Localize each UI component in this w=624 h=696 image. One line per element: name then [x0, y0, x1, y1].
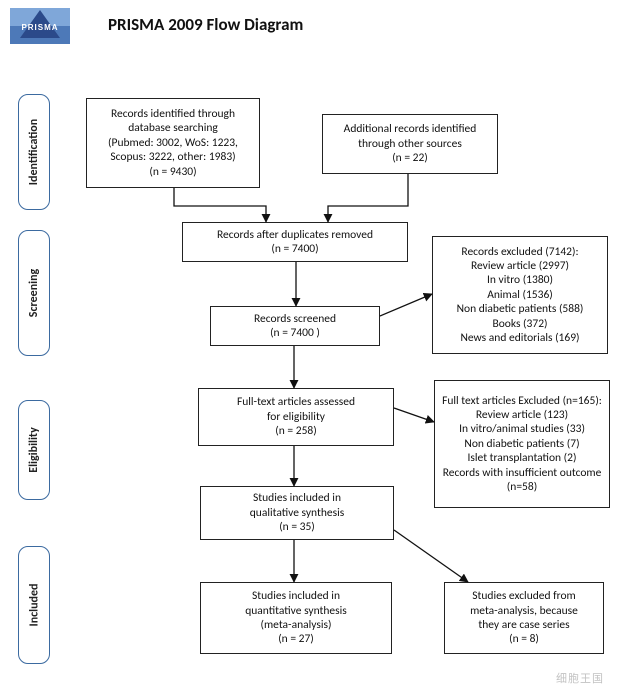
box-line: In vitro/animal studies (33): [459, 422, 585, 436]
box-line: (meta-analysis): [261, 618, 332, 632]
logo-text: PRISMA: [21, 23, 58, 32]
box-line: quantitative synthesis: [245, 604, 347, 618]
box-line: Studies excluded from: [472, 589, 575, 603]
box-line: News and editorials (169): [460, 331, 579, 345]
box-line: for eligibility: [267, 410, 325, 424]
box-qualitative-synthesis: Studies included inqualitative synthesis…: [200, 486, 394, 540]
stage-identification: Identification: [18, 94, 50, 210]
box-line: Full-text articles assessed: [237, 395, 355, 409]
box-line: Records identified through: [111, 107, 235, 121]
box-line: Additional records identified: [344, 122, 477, 136]
box-records-identified: Records identified throughdatabase searc…: [86, 98, 260, 188]
watermark: 细胞王国: [556, 670, 604, 686]
box-line: (n = 9430): [149, 165, 196, 179]
box-after-duplicates: Records after duplicates removed(n = 740…: [182, 222, 408, 262]
box-line: (n = 8): [509, 632, 539, 646]
box-line: (n = 7400): [271, 242, 318, 256]
box-line: Records after duplicates removed: [217, 228, 373, 242]
box-line: Full text articles Excluded (n=165):: [442, 394, 602, 408]
stage-label-text: Screening: [27, 269, 41, 317]
box-line: (n = 7400 ): [270, 326, 320, 340]
box-line: database searching: [128, 121, 218, 135]
box-fulltext-assessed: Full-text articles assessedfor eligibili…: [198, 388, 394, 446]
prisma-logo: PRISMA: [10, 8, 70, 44]
box-line: they are case series: [478, 618, 569, 632]
box-line: (Pubmed: 3002, WoS: 1223,: [108, 136, 238, 150]
stage-included: Included: [18, 546, 50, 664]
box-line: through other sources: [358, 137, 462, 151]
box-line: (n = 258): [275, 424, 316, 438]
box-line: Records excluded (7142):: [461, 245, 578, 259]
box-meta-excluded: Studies excluded frommeta-analysis, beca…: [444, 582, 604, 654]
box-line: Books (372): [492, 317, 547, 331]
box-quantitative-synthesis: Studies included inquantitative synthesi…: [200, 582, 392, 654]
box-line: Animal (1536): [487, 288, 553, 302]
stage-label-text: Eligibility: [27, 427, 41, 473]
box-fulltext-excluded: Full text articles Excluded (n=165):Revi…: [434, 380, 610, 508]
box-line: (n = 35): [279, 520, 315, 534]
box-line: Studies included in: [253, 491, 341, 505]
box-line: Studies included in: [252, 589, 340, 603]
box-records-excluded: Records excluded (7142):Review article (…: [432, 236, 608, 354]
stage-eligibility: Eligibility: [18, 400, 50, 500]
box-line: qualitative synthesis: [250, 506, 344, 520]
box-line: Review article (2997): [471, 259, 569, 273]
box-line: (n = 27): [278, 632, 314, 646]
box-line: Non diabetic patients (7): [464, 437, 579, 451]
box-line: Records with insufficient outcome (n=58): [441, 466, 603, 495]
stage-label-text: Identification: [27, 119, 41, 185]
stage-screening: Screening: [18, 230, 50, 356]
box-line: Review article (123): [476, 408, 568, 422]
box-line: Scopus: 3222, other: 1983): [110, 150, 235, 164]
box-line: Islet transplantation (2): [468, 451, 577, 465]
box-line: Non diabetic patients (588): [457, 302, 584, 316]
stage-label-text: Included: [27, 584, 41, 627]
box-line: Records screened: [254, 312, 336, 326]
box-additional-records: Additional records identifiedthrough oth…: [322, 114, 498, 174]
diagram-container: PRISMA PRISMA 2009 Flow Diagram Identifi…: [0, 0, 624, 696]
box-line: meta-analysis, because: [470, 604, 578, 618]
page-title: PRISMA 2009 Flow Diagram: [108, 14, 303, 35]
box-records-screened: Records screened(n = 7400 ): [210, 306, 380, 346]
box-line: In vitro (1380): [487, 273, 553, 287]
box-line: (n = 22): [392, 151, 428, 165]
